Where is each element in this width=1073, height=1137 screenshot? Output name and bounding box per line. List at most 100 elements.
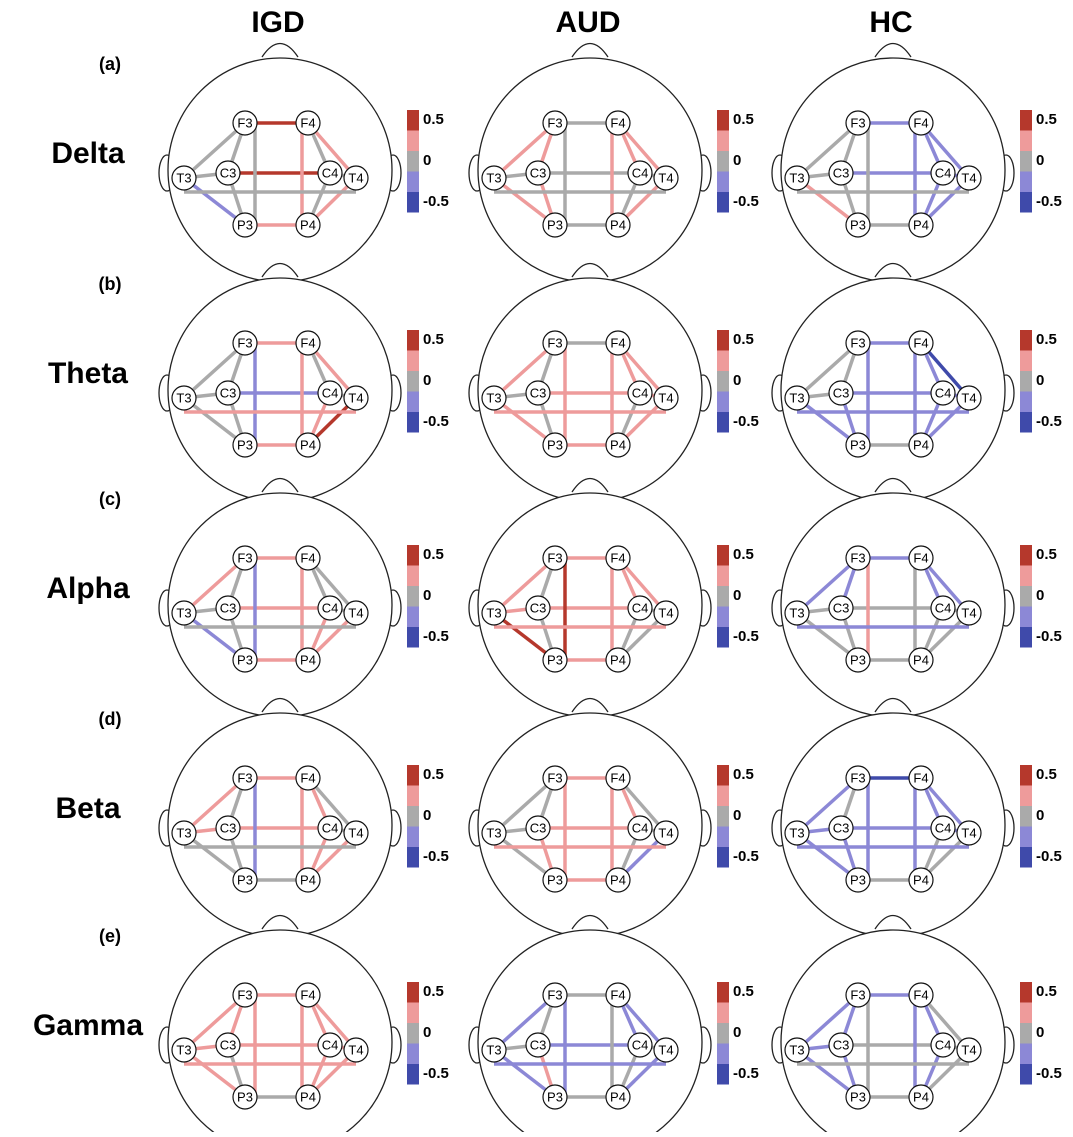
electrode-label: T3 <box>176 390 191 405</box>
electrode-label: P4 <box>913 437 929 452</box>
electrode-label: C3 <box>220 820 237 835</box>
colorbar-segment <box>407 192 419 213</box>
colorbar-tick-label: -0.5 <box>1036 413 1062 430</box>
electrode-label: C3 <box>530 1037 547 1052</box>
colorbar-segment <box>717 786 729 807</box>
electrode-label: F4 <box>610 115 625 130</box>
electrode-label: F3 <box>237 550 252 565</box>
colorbar-tick-label: 0 <box>1036 1024 1044 1041</box>
electrode-label: F3 <box>547 987 562 1002</box>
electrode-label: T4 <box>348 605 363 620</box>
colorbar-tick-label: -0.5 <box>733 193 759 210</box>
colorbar-tick-label: 0.5 <box>1036 766 1057 783</box>
electrode-label: T3 <box>176 605 191 620</box>
colorbar-tick-label: 0 <box>423 372 431 389</box>
electrode-label: T3 <box>789 605 804 620</box>
colorbar-segment <box>407 1064 419 1085</box>
colorbar-tick-label: 0 <box>733 587 741 604</box>
electrode-label: T3 <box>176 170 191 185</box>
colorbar-tick-label: 0.5 <box>733 546 754 563</box>
electrode-label: T3 <box>176 825 191 840</box>
colorbar-segment <box>1020 607 1032 628</box>
electrode-label: P3 <box>850 872 866 887</box>
electrode-label: P4 <box>913 872 929 887</box>
electrode-label: F4 <box>610 770 625 785</box>
column-title: IGD <box>251 6 304 39</box>
panel-letter: (d) <box>99 709 122 729</box>
electrode-label: T3 <box>789 825 804 840</box>
colorbar-segment <box>717 806 729 827</box>
colorbar-segment <box>717 1064 729 1085</box>
colorbar-segment <box>717 1044 729 1065</box>
electrode-label: F3 <box>547 550 562 565</box>
electrode-label: C3 <box>530 385 547 400</box>
colorbar-segment <box>717 172 729 193</box>
colorbar-segment <box>717 371 729 392</box>
electrode-label: F3 <box>547 115 562 130</box>
electrode-label: F3 <box>237 335 252 350</box>
electrode-label: P3 <box>237 437 253 452</box>
colorbar-segment <box>1020 131 1032 152</box>
colorbar-tick-label: 0.5 <box>733 111 754 128</box>
colorbar-segment <box>1020 1044 1032 1065</box>
colorbar-segment <box>407 131 419 152</box>
colorbar-tick-label: -0.5 <box>423 848 449 865</box>
electrode-label: P3 <box>547 217 563 232</box>
electrode-label: C4 <box>632 820 649 835</box>
electrode-label: P3 <box>547 437 563 452</box>
electrode-label: F3 <box>850 550 865 565</box>
electrode-label: C3 <box>220 385 237 400</box>
colorbar-tick-label: 0 <box>1036 152 1044 169</box>
band-label: Theta <box>48 357 128 390</box>
electrode-label: F4 <box>913 987 928 1002</box>
electrode-label: T4 <box>658 390 673 405</box>
colorbar-segment <box>1020 1023 1032 1044</box>
colorbar-segment <box>407 806 419 827</box>
colorbar-segment <box>1020 192 1032 213</box>
colorbar-segment <box>717 827 729 848</box>
colorbar-tick-label: -0.5 <box>423 413 449 430</box>
electrode-label: T4 <box>658 170 673 185</box>
colorbar-segment <box>717 192 729 213</box>
electrode-label: F4 <box>300 115 315 130</box>
colorbar-segment <box>717 1003 729 1024</box>
electrode-label: P3 <box>237 652 253 667</box>
colorbar-segment <box>1020 1003 1032 1024</box>
electrode-label: F3 <box>850 770 865 785</box>
colorbar-segment <box>717 982 729 1003</box>
band-label: Alpha <box>46 572 130 605</box>
colorbar-segment <box>717 131 729 152</box>
figure: IGDAUDHC(a)DeltaF3F4T3C3C4T4P3P40.50-0.5… <box>0 0 1073 1132</box>
electrode-label: T3 <box>789 170 804 185</box>
colorbar-segment <box>1020 1064 1032 1085</box>
electrode-label: C4 <box>322 600 339 615</box>
colorbar-segment <box>407 545 419 566</box>
colorbar-segment <box>717 765 729 786</box>
electrode-label: T4 <box>961 390 976 405</box>
electrode-label: P4 <box>610 217 626 232</box>
head-map: F3F4T3C3C4T4P3P40.50-0.5 <box>772 264 1062 503</box>
electrode-label: C4 <box>322 820 339 835</box>
electrode-label: P4 <box>300 652 316 667</box>
electrode-label: F4 <box>913 770 928 785</box>
colorbar-segment <box>717 392 729 413</box>
colorbar-segment <box>407 982 419 1003</box>
colorbar-tick-label: 0 <box>733 1024 741 1041</box>
colorbar-segment <box>717 151 729 172</box>
colorbar-tick-label: 0.5 <box>1036 111 1057 128</box>
colorbar-segment <box>407 1023 419 1044</box>
electrode-label: P3 <box>547 1089 563 1104</box>
colorbar-segment <box>1020 371 1032 392</box>
electrode-label: C4 <box>322 1037 339 1052</box>
electrode-label: C4 <box>935 1037 952 1052</box>
electrode-label: C4 <box>322 385 339 400</box>
electrode-label: C3 <box>833 385 850 400</box>
colorbar-segment <box>407 627 419 648</box>
electrode-label: T4 <box>658 605 673 620</box>
colorbar-tick-label: 0.5 <box>423 983 444 1000</box>
colorbar-segment <box>407 1003 419 1024</box>
colorbar-tick-label: 0.5 <box>423 111 444 128</box>
band-label: Gamma <box>33 1009 143 1042</box>
